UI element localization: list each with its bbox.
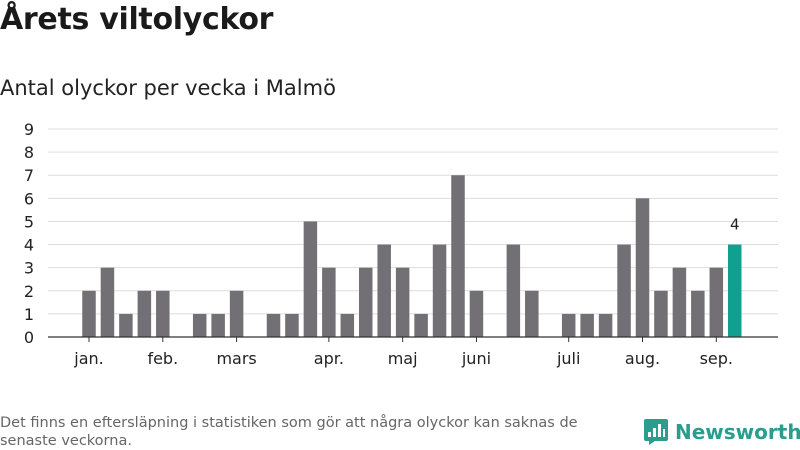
bar	[432, 244, 447, 337]
bar	[672, 267, 687, 337]
data-label: 4	[730, 216, 740, 234]
bar	[635, 198, 650, 337]
bar	[192, 313, 207, 337]
bar	[285, 313, 299, 337]
bar	[156, 290, 170, 337]
y-tick-label: 1	[24, 305, 34, 324]
newsworthy-icon	[644, 419, 668, 445]
bar	[525, 290, 539, 337]
bar	[691, 290, 705, 337]
y-tick-label: 8	[24, 143, 34, 162]
bar	[451, 175, 465, 337]
x-tick-label: sep.	[700, 349, 733, 368]
bar	[359, 267, 373, 337]
bar	[654, 290, 668, 337]
bar	[561, 313, 576, 337]
x-tick-label: jan.	[73, 349, 103, 368]
bar	[100, 267, 115, 337]
bar	[82, 290, 96, 337]
x-tick-label: juni	[461, 349, 491, 368]
bar	[303, 221, 318, 337]
bar	[617, 244, 631, 337]
bar	[728, 244, 742, 337]
bar	[119, 313, 133, 337]
y-tick-label: 0	[24, 328, 34, 347]
x-tick-label: feb.	[147, 349, 178, 368]
chart-title: Årets viltolyckor	[0, 2, 274, 37]
bar	[340, 313, 355, 337]
bar	[211, 313, 225, 337]
bar	[414, 313, 428, 337]
bar	[580, 313, 594, 337]
brand-logo: Newsworthy	[643, 418, 800, 446]
x-tick-label: aug.	[625, 349, 660, 368]
bar	[469, 290, 484, 337]
y-tick-label: 2	[24, 282, 34, 301]
bar	[137, 290, 152, 337]
bar	[377, 244, 391, 337]
bar	[229, 290, 244, 337]
y-tick-label: 5	[24, 212, 34, 231]
bar-chart: 0 1 2 3 4 5 6 7 8 9 jan. feb. mars apr. maj juni juli aug…	[24, 120, 778, 368]
chart-subtitle: Antal olyckor per vecka i Malmö	[0, 76, 336, 100]
y-tick-label: 3	[24, 259, 34, 278]
bar	[598, 313, 613, 337]
y-tick-label: 6	[24, 189, 34, 208]
x-tick-label: mars	[216, 349, 256, 368]
brand-name: Newsworthy	[675, 420, 800, 444]
y-tick-label: 7	[24, 166, 34, 185]
y-tick-label: 9	[24, 120, 34, 139]
x-tick-label: maj	[388, 349, 418, 368]
footnote: Det finns en eftersläpning i statistiken…	[0, 415, 578, 449]
x-tick-label: juli	[556, 349, 580, 368]
bar	[266, 313, 281, 337]
x-tick-label: apr.	[314, 349, 344, 368]
bar	[506, 244, 521, 337]
y-tick-label: 4	[24, 236, 34, 255]
bar	[395, 267, 410, 337]
bar	[709, 267, 724, 337]
bar	[322, 267, 336, 337]
